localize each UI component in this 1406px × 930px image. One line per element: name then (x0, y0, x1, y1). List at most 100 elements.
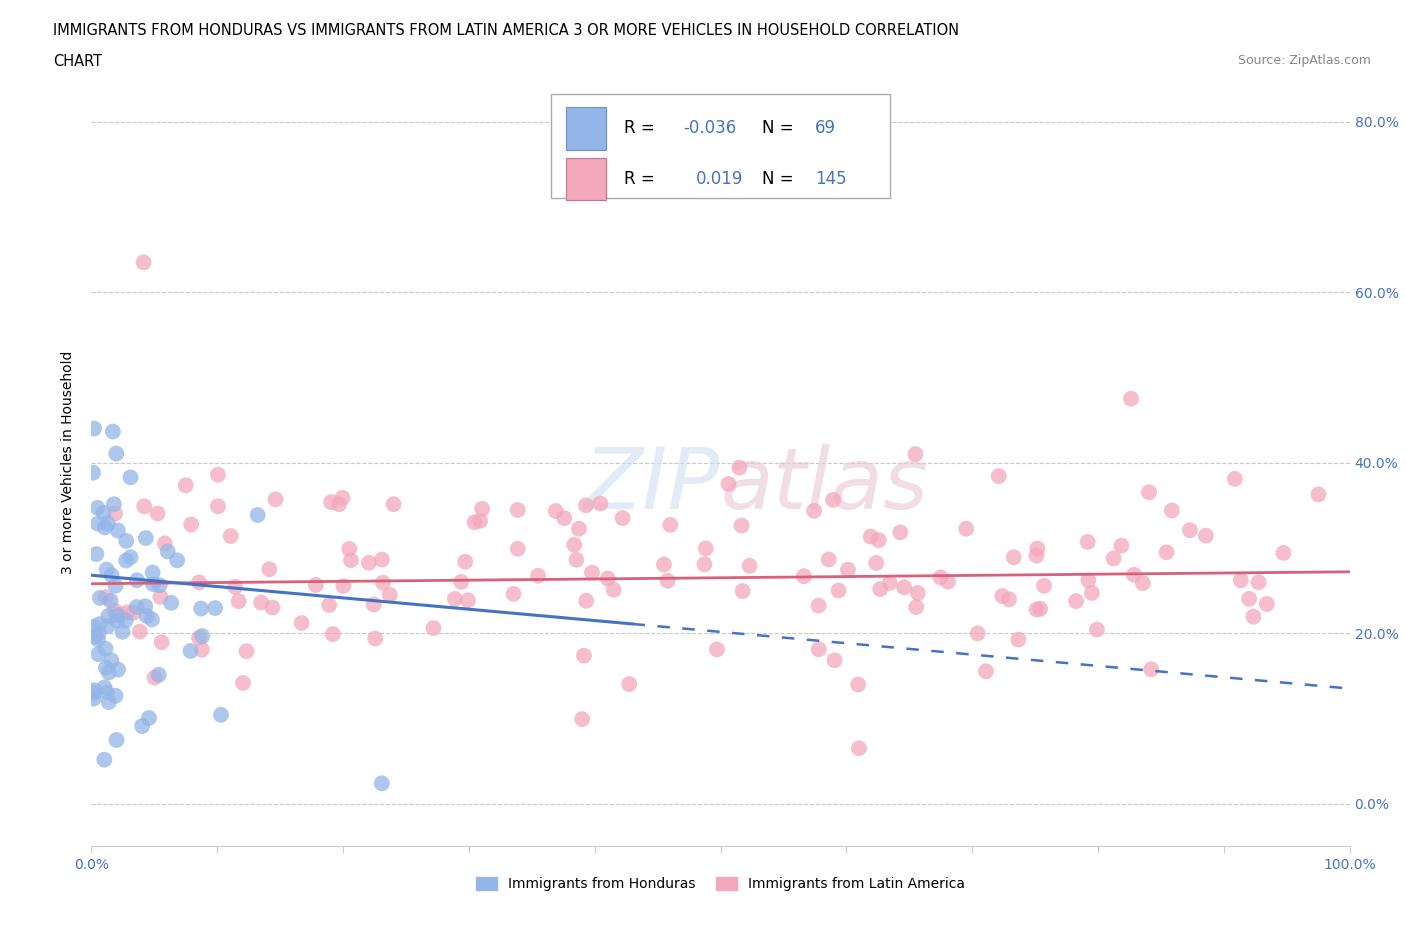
Point (444, 591, 467, 606)
Point (889, 525, 911, 539)
Point (974, 664, 997, 679)
Text: 0.019: 0.019 (696, 170, 742, 188)
Point (120, 550, 142, 565)
Point (824, 653, 846, 668)
Point (371, 576, 394, 591)
Point (174, 478, 197, 493)
Point (793, 569, 815, 584)
Point (562, 538, 585, 552)
Point (506, 541, 529, 556)
Point (464, 515, 486, 530)
Point (1025, 602, 1047, 617)
Point (1064, 593, 1087, 608)
Point (103, 497, 125, 512)
Point (94, 520, 117, 535)
Point (848, 741, 870, 756)
Point (1223, 472, 1246, 486)
Point (823, 492, 845, 507)
Point (450, 575, 472, 590)
Point (134, 498, 156, 513)
Point (929, 570, 952, 585)
Point (180, 644, 202, 658)
Point (264, 492, 287, 507)
Point (572, 648, 595, 663)
Point (602, 582, 624, 597)
Point (1077, 535, 1099, 550)
Point (1195, 528, 1218, 543)
Point (422, 620, 444, 635)
Point (207, 498, 229, 513)
Point (97, 695, 120, 710)
Point (1308, 487, 1330, 502)
Point (100, 593, 122, 608)
Point (382, 497, 405, 512)
Point (96, 685, 118, 700)
Point (125, 600, 148, 615)
Point (219, 528, 242, 543)
Point (332, 490, 354, 505)
Point (146, 506, 169, 521)
Point (1247, 575, 1270, 590)
Point (1033, 578, 1056, 593)
Text: CHART: CHART (53, 54, 103, 69)
Point (1081, 586, 1104, 601)
Point (228, 593, 250, 608)
Bar (565, 108, 606, 150)
Point (104, 506, 127, 521)
Text: 69: 69 (815, 119, 837, 137)
Point (166, 553, 188, 568)
Point (305, 578, 328, 592)
Point (180, 517, 202, 532)
Point (97, 618, 120, 633)
Text: atlas: atlas (720, 445, 928, 527)
Point (83, 685, 105, 700)
Point (96, 562, 118, 577)
Point (191, 643, 214, 658)
Point (1025, 549, 1047, 564)
Point (1026, 541, 1049, 556)
Point (259, 562, 281, 577)
Point (337, 541, 360, 556)
Point (319, 495, 342, 510)
Point (224, 579, 246, 594)
Point (94, 590, 117, 604)
Point (807, 642, 830, 657)
Point (122, 605, 145, 620)
Point (94, 660, 117, 675)
Point (328, 497, 350, 512)
Point (105, 446, 128, 461)
Point (87, 626, 110, 641)
Point (731, 584, 754, 599)
Point (1002, 550, 1025, 565)
Point (149, 590, 172, 604)
Point (115, 534, 138, 549)
Text: ZIP: ZIP (585, 445, 720, 527)
Point (738, 558, 761, 573)
Y-axis label: 3 or more Vehicles in Household: 3 or more Vehicles in Household (62, 351, 76, 575)
Point (907, 586, 929, 601)
Point (991, 589, 1014, 604)
Point (83, 683, 105, 698)
Point (502, 587, 524, 602)
Point (657, 574, 679, 589)
Point (128, 624, 150, 639)
Point (817, 552, 839, 567)
Point (104, 578, 127, 593)
Point (108, 607, 131, 622)
Point (160, 595, 183, 610)
Point (470, 513, 492, 528)
Point (103, 603, 125, 618)
Text: IMMIGRANTS FROM HONDURAS VS IMMIGRANTS FROM LATIN AMERICA 3 OR MORE VEHICLES IN : IMMIGRANTS FROM HONDURAS VS IMMIGRANTS F… (53, 23, 959, 38)
Point (86, 500, 108, 515)
Point (83, 421, 105, 436)
Point (250, 595, 273, 610)
Point (998, 591, 1021, 606)
Point (730, 518, 752, 533)
Text: 145: 145 (815, 170, 846, 188)
Point (471, 501, 494, 516)
Text: N =: N = (762, 119, 794, 137)
Point (86, 547, 108, 562)
Point (232, 675, 254, 690)
Point (135, 608, 157, 623)
Point (84, 630, 107, 644)
